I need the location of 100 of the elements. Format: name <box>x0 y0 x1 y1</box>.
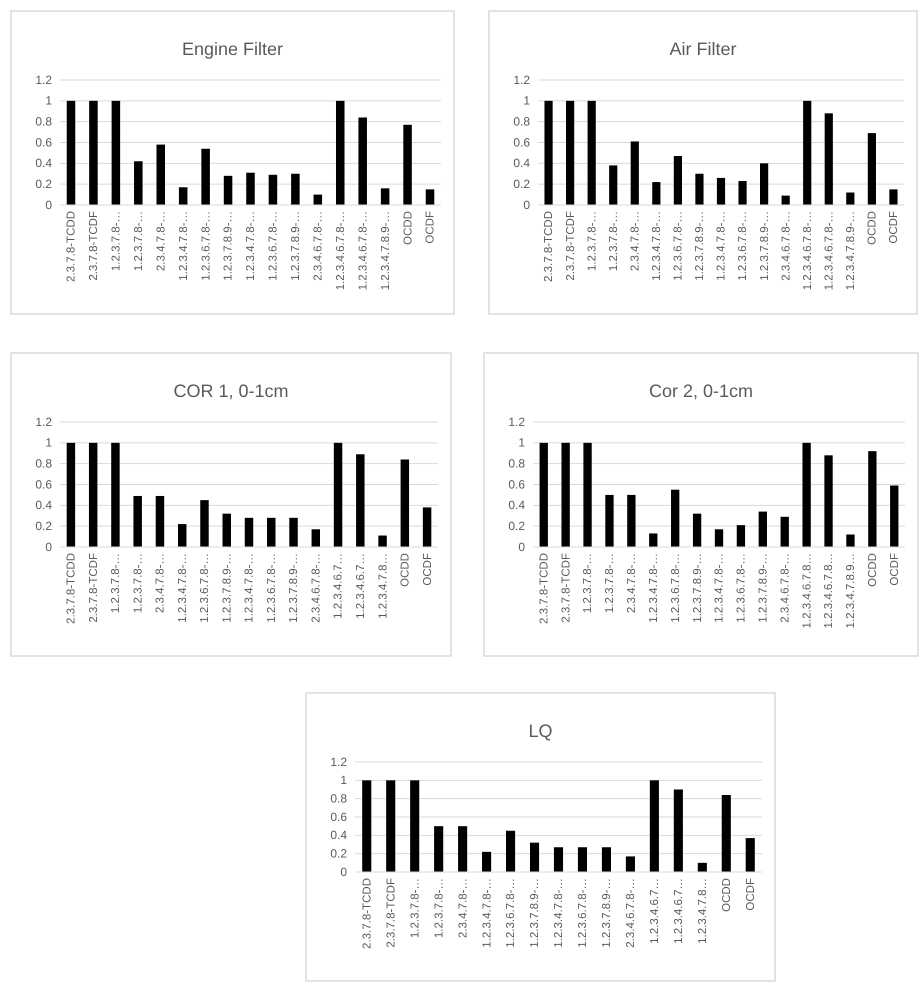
y-tick-label: 0.4 <box>513 156 530 170</box>
bar <box>134 161 143 205</box>
x-tick-label: 2.3.4.6.7.8-… <box>780 211 792 281</box>
chart-title: Air Filter <box>670 39 737 59</box>
y-tick-label: 1.2 <box>35 72 52 87</box>
bar <box>268 174 278 205</box>
y-tick-label: 0.2 <box>513 177 530 192</box>
y-tick-label: 1.2 <box>513 72 530 87</box>
bar <box>506 830 516 872</box>
bar <box>780 516 789 547</box>
x-tick-label: 1.2.3.7.8.9-… <box>757 553 770 623</box>
bar <box>674 790 683 872</box>
chart-title: COR 1, 0-1cm <box>173 381 289 401</box>
x-tick-label: 1.2.3.7.8-… <box>582 553 594 614</box>
x-tick-label: OCDD <box>400 553 412 587</box>
x-tick-label: 1.2.3.4.7.8-… <box>245 211 258 281</box>
y-tick-label: 0.6 <box>513 135 530 150</box>
x-tick-label: 1.2.3.7.8-… <box>433 878 446 938</box>
x-tick-label: 1.2.3.4.6.7.8-… <box>823 211 836 290</box>
y-tick-label: 0.2 <box>508 519 526 534</box>
y-tick-label: 0.4 <box>330 828 348 842</box>
y-tick-label: 0 <box>45 198 52 212</box>
bar <box>652 182 660 205</box>
x-tick-label: 1.2.3.7.8-… <box>132 211 145 272</box>
y-tick-label: 0.8 <box>513 114 530 129</box>
bar <box>605 494 614 547</box>
y-tick-label: 0 <box>45 540 52 554</box>
bar <box>422 507 432 547</box>
bar <box>738 181 747 205</box>
x-tick-label: 1.2.3.4.6.7.8-… <box>357 211 370 290</box>
y-tick-label: 1 <box>523 94 530 108</box>
bar <box>111 442 120 547</box>
bar <box>400 460 410 547</box>
x-tick-label: 2.3.4.7.8-… <box>457 878 470 938</box>
x-tick-label: 2.3.4.7.8-… <box>629 211 642 272</box>
x-tick-label: 1.2.3.7.8.9-… <box>222 211 235 281</box>
y-tick-label: 0.2 <box>35 519 52 534</box>
x-tick-label: 2.3.7.8-TCDD <box>361 878 374 949</box>
bar <box>410 780 420 872</box>
bar <box>222 514 231 547</box>
y-tick-label: 0 <box>518 540 526 554</box>
y-tick-label: 0.2 <box>35 177 52 192</box>
bar <box>736 525 746 547</box>
x-tick-label: 1.2.3.4.6.7.8… <box>823 553 836 628</box>
x-tick-label: 1.2.3.6.7.8-… <box>670 553 682 623</box>
x-tick-label: 2.3.4.7.8-… <box>626 553 638 614</box>
y-tick-label: 1.2 <box>330 754 348 769</box>
x-tick-label: 1.2.3.7.8-… <box>604 553 616 614</box>
x-tick-label: 2.3.7.8-TCDF <box>560 553 572 623</box>
x-tick-label: 1.2.3.7.8-… <box>110 553 122 614</box>
x-tick-label: 1.2.3.7.8-… <box>132 553 144 614</box>
x-tick-label: 1.2.3.6.7.8-… <box>200 211 212 281</box>
x-tick-label: 1.2.3.7.8-… <box>608 211 620 272</box>
y-tick-label: 0.6 <box>330 810 348 824</box>
bar <box>458 826 468 872</box>
bar <box>403 124 412 205</box>
bar <box>312 529 320 547</box>
x-tick-label: 1.2.3.4.7.8-… <box>714 553 726 623</box>
bar <box>868 133 876 205</box>
bar <box>544 100 553 205</box>
x-tick-label: 1.2.3.7.8.9-… <box>601 878 614 948</box>
x-tick-label: 1.2.3.4.6.7.8-… <box>334 211 347 290</box>
x-tick-label: 1.2.3.4.7.8-… <box>716 211 728 281</box>
x-tick-label: 2.3.7.8-TCDF <box>564 211 577 281</box>
bar <box>760 163 768 205</box>
x-tick-label: 1.2.3.4.6.7… <box>649 878 662 944</box>
bar <box>530 842 540 872</box>
x-tick-label: 1.2.3.4.6.7… <box>673 878 686 944</box>
bar <box>540 442 548 547</box>
x-tick-label: OCDF <box>422 553 434 586</box>
bar <box>846 192 854 205</box>
x-tick-label: 1.2.3.7.8.9-… <box>290 211 302 281</box>
bar <box>588 100 596 205</box>
bar <box>650 780 659 872</box>
bar <box>378 536 387 547</box>
bar <box>178 187 188 205</box>
x-tick-label: 1.2.3.6.7.8-… <box>577 878 590 948</box>
x-tick-label: OCDD <box>402 211 414 245</box>
y-tick-label: 0.4 <box>35 498 52 512</box>
bar <box>698 862 707 872</box>
chart-title: Cor 2, 0-1cm <box>648 381 754 401</box>
x-tick-label: OCDF <box>744 878 757 911</box>
bar <box>554 847 564 872</box>
bar <box>112 100 120 205</box>
x-tick-label: 1.2.3.7.8.9-… <box>529 878 542 948</box>
x-tick-label: 1.2.3.4.7.8-… <box>651 211 664 281</box>
x-tick-label: 1.2.3.7.8-… <box>110 211 123 272</box>
x-tick-label: 1.2.3.6.7.8-… <box>737 211 750 281</box>
x-tick-label: 1.2.3.7.8-… <box>409 878 422 938</box>
x-tick-label: 2.3.4.6.7.8-… <box>625 878 638 948</box>
x-tick-label: OCDF <box>888 211 900 244</box>
x-tick-label: 1.2.3.4.7.8-… <box>648 553 660 623</box>
x-tick-label: 1.2.3.7.8.9-… <box>692 553 704 623</box>
bar <box>267 518 276 547</box>
x-tick-label: 2.3.7.8-TCDD <box>538 553 550 624</box>
bar <box>758 512 767 547</box>
bar <box>674 156 682 205</box>
bar <box>356 454 365 547</box>
x-tick-label: 1.2.3.4.7.8-… <box>176 553 189 623</box>
bar <box>89 100 98 205</box>
